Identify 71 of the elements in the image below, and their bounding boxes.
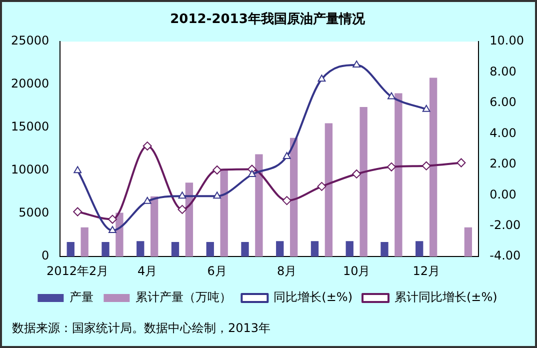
y2-tick-label: 2.00 [490,156,516,171]
point [282,152,291,159]
point [74,166,82,174]
bar [276,241,284,257]
x-tick-label: 2012年2月 [46,264,109,278]
legend-label: 同比增长(±%) [274,290,353,304]
bar [136,241,144,257]
point [73,207,82,216]
point [178,204,187,214]
point [422,161,431,170]
bar [185,182,194,257]
y2-tick-label: 10.00 [490,34,524,48]
bar [394,93,402,257]
point [388,92,396,100]
bar [66,242,74,257]
x-tick-label: 8月 [277,264,297,278]
source-note: 数据来源：国家统计局。数据中心绘制，2013年 [12,320,271,337]
point [352,169,362,178]
x-tick-label: 4月 [138,264,158,278]
point [317,182,326,191]
bar [429,78,438,257]
y-tick-label: 10000 [10,162,50,177]
bar [80,227,88,257]
bar [464,227,472,257]
legend-label: 累计同比增长(±%) [394,290,498,304]
point [212,165,222,174]
legend-label: 累计产量（万吨） [136,290,232,304]
bar [241,242,249,257]
point [142,142,152,151]
point [178,192,186,199]
y2-tick-label: -4.00 [490,248,521,263]
bar [346,241,354,257]
point [352,60,361,68]
bar [116,212,124,257]
y-tick-label: 5000 [18,206,50,220]
y-tick-label: 25000 [10,34,50,48]
y-tick-label: 15000 [10,120,50,134]
point [248,170,256,177]
bar [102,242,110,257]
point [108,226,116,233]
bar [380,242,388,257]
chart-title: 2012-2013年我国原油产量情况 [170,11,366,28]
bar [310,241,319,257]
bar [255,154,263,257]
point [143,196,152,204]
bar [150,196,158,257]
bar [360,106,368,257]
point [456,158,466,168]
point [213,192,222,199]
point [386,162,396,172]
y2-tick-label: 8.00 [490,64,516,78]
y2-tick-label: -2.00 [490,218,521,232]
y-tick-label: 0 [42,248,50,263]
bar [290,138,298,257]
x-tick-label: 10月 [342,264,370,278]
y2-tick-label: 0.00 [490,187,516,202]
point [108,214,117,224]
y2-tick-label: 6.00 [490,95,516,110]
bar [416,241,424,257]
bar [220,168,228,257]
point [422,104,430,112]
point [282,196,292,206]
point [318,74,326,82]
bar [324,123,333,257]
legend-label: 产量 [70,290,94,304]
y2-tick-label: 4.00 [490,126,516,140]
y-tick-label: 20000 [10,76,50,91]
bar [206,242,214,257]
bar [171,242,180,257]
x-tick-label: 12月 [412,264,440,278]
x-tick-label: 6月 [207,264,227,278]
